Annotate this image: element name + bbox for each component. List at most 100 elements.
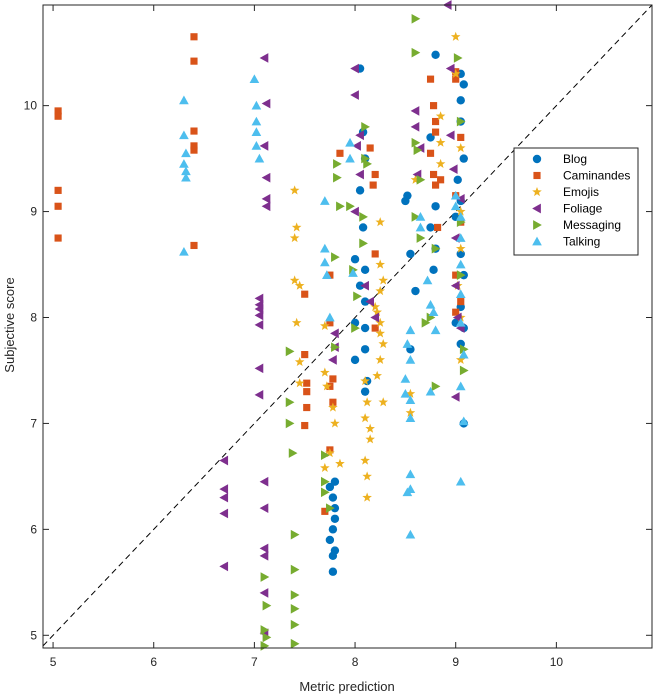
data-point-blog bbox=[459, 154, 468, 163]
legend-marker-foliage bbox=[532, 203, 541, 214]
data-point-caminandes bbox=[303, 403, 311, 412]
data-point-emojis bbox=[322, 381, 332, 391]
data-point-caminandes bbox=[301, 290, 309, 298]
data-point-talking bbox=[405, 469, 416, 479]
y-tick-label: 6 bbox=[30, 522, 37, 536]
data-point-talking bbox=[181, 166, 191, 176]
data-point-emojis bbox=[375, 259, 386, 269]
data-point-talking bbox=[415, 212, 426, 221]
legend-label-talking: Talking bbox=[563, 235, 600, 249]
data-point-talking bbox=[179, 246, 189, 256]
data-point-talking bbox=[405, 355, 416, 364]
data-point-emojis bbox=[325, 448, 335, 458]
data-point-caminandes bbox=[432, 181, 440, 189]
data-point-foliage bbox=[254, 320, 264, 330]
data-point-foliage bbox=[355, 130, 364, 141]
data-point-messaging bbox=[413, 145, 423, 155]
data-point-blog bbox=[330, 477, 340, 486]
data-point-messaging bbox=[333, 159, 342, 169]
data-point-caminandes bbox=[452, 75, 460, 83]
data-point-blog bbox=[456, 249, 465, 259]
data-point-foliage bbox=[448, 164, 458, 175]
data-point-talking bbox=[181, 172, 191, 182]
data-point-foliage bbox=[219, 508, 229, 519]
data-point-talking bbox=[455, 289, 466, 299]
data-point-blog bbox=[453, 175, 462, 184]
data-point-emojis bbox=[289, 233, 300, 243]
data-point-emojis bbox=[405, 407, 416, 417]
data-point-talking bbox=[251, 127, 262, 136]
data-point-messaging bbox=[285, 418, 295, 429]
data-point-messaging bbox=[456, 116, 466, 127]
data-point-emojis bbox=[335, 458, 345, 468]
legend-marker-emojis bbox=[532, 186, 542, 197]
legend-box bbox=[513, 147, 639, 256]
identity-line bbox=[42, 4, 653, 647]
y-tick-label: 5 bbox=[30, 628, 37, 642]
data-point-foliage bbox=[365, 296, 375, 307]
data-point-talking bbox=[455, 212, 466, 221]
data-point-talking bbox=[415, 222, 426, 232]
data-point-emojis bbox=[435, 158, 446, 168]
data-point-talking bbox=[422, 275, 433, 285]
data-point-caminandes bbox=[326, 382, 334, 390]
data-point-talking bbox=[251, 116, 262, 126]
data-point-caminandes bbox=[303, 388, 311, 396]
data-point-foliage bbox=[450, 392, 460, 402]
data-point-messaging bbox=[431, 243, 441, 254]
data-point-caminandes bbox=[190, 33, 198, 41]
data-point-foliage bbox=[261, 194, 271, 204]
data-point-emojis bbox=[360, 455, 370, 465]
data-point-talking bbox=[254, 153, 265, 163]
data-point-emojis bbox=[362, 471, 372, 481]
data-point-messaging bbox=[288, 448, 298, 458]
data-point-blog bbox=[328, 567, 338, 576]
series-foliage bbox=[219, 0, 465, 638]
legend-label-caminandes: Caminandes bbox=[563, 169, 630, 183]
data-point-foliage bbox=[350, 63, 359, 74]
data-point-emojis bbox=[294, 280, 305, 290]
data-point-emojis bbox=[362, 492, 372, 502]
data-point-emojis bbox=[410, 174, 421, 184]
data-point-talking bbox=[400, 374, 411, 383]
data-point-caminandes bbox=[303, 379, 311, 387]
data-point-blog bbox=[355, 281, 365, 290]
data-point-talking bbox=[455, 381, 466, 391]
data-point-emojis bbox=[375, 354, 386, 364]
data-points bbox=[54, 0, 469, 651]
data-point-messaging bbox=[290, 590, 300, 600]
data-point-blog bbox=[325, 535, 335, 545]
data-point-talking bbox=[405, 325, 416, 335]
data-point-emojis bbox=[405, 388, 416, 398]
data-point-caminandes bbox=[371, 324, 379, 332]
data-point-emojis bbox=[455, 354, 466, 364]
data-point-messaging bbox=[326, 503, 335, 513]
data-point-caminandes bbox=[369, 181, 377, 189]
data-point-caminandes bbox=[432, 128, 440, 136]
series-emojis bbox=[289, 31, 466, 502]
x-tick-label: 9 bbox=[452, 655, 459, 669]
data-point-messaging bbox=[320, 476, 330, 487]
data-point-messaging bbox=[411, 13, 421, 24]
data-point-foliage bbox=[259, 141, 269, 151]
data-point-foliage bbox=[328, 355, 337, 365]
legend-label-blog: Blog bbox=[563, 152, 587, 166]
data-point-emojis bbox=[291, 317, 302, 327]
data-point-caminandes bbox=[301, 421, 309, 430]
data-point-emojis bbox=[375, 217, 386, 227]
data-point-talking bbox=[455, 476, 466, 486]
data-point-foliage bbox=[410, 121, 420, 132]
x-tick-label: 7 bbox=[251, 655, 258, 669]
data-point-talking bbox=[402, 487, 413, 497]
data-point-emojis bbox=[375, 328, 386, 338]
data-point-talking bbox=[405, 529, 416, 539]
data-point-foliage bbox=[455, 194, 465, 204]
data-point-emojis bbox=[294, 356, 305, 367]
data-point-blog bbox=[426, 223, 435, 232]
data-point-talking bbox=[455, 233, 466, 242]
data-point-foliage bbox=[410, 106, 420, 116]
data-point-caminandes bbox=[54, 107, 62, 115]
series-talking bbox=[179, 74, 469, 539]
data-point-caminandes bbox=[452, 308, 460, 316]
y-axis-label: Subjective score bbox=[2, 277, 17, 372]
